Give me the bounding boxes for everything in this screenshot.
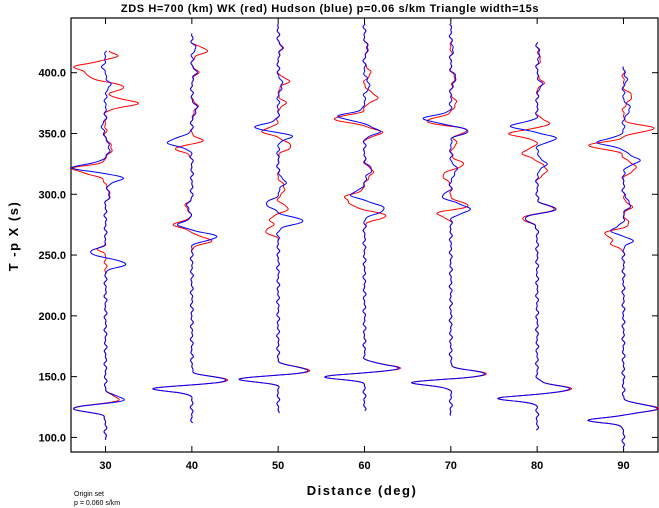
y-axis-label: T -p X (s) xyxy=(6,201,21,272)
footnote-origin: Origin set xyxy=(74,491,104,498)
y-tick-label: 200.0 xyxy=(38,311,66,323)
trace-wk-80 xyxy=(497,42,573,431)
x-tick-label: 30 xyxy=(99,460,111,472)
plot-area: 30 40 50 60 70 80 90 100.0 150.0 200.0 250.0 300.0… xyxy=(38,17,659,472)
x-tick-label: 60 xyxy=(358,460,370,472)
y-tick-label: 250.0 xyxy=(38,250,66,262)
footnote-slowness: p = 0.060 s/km xyxy=(74,500,120,507)
y-tick-label: 350.0 xyxy=(38,128,66,140)
x-tick-label: 70 xyxy=(445,460,457,472)
x-tick-label: 90 xyxy=(617,460,629,472)
y-tick-label: 400.0 xyxy=(38,68,66,80)
y-axis-ticks: 100.0 150.0 200.0 250.0 300.0 350.0 400.0 xyxy=(38,68,658,444)
trace-hudson-80 xyxy=(497,42,571,431)
trace-wk-70 xyxy=(411,23,487,416)
trace-hudson-70 xyxy=(411,23,486,416)
trace-wk-60 xyxy=(324,23,402,412)
trace-hudson-60 xyxy=(324,23,400,412)
x-tick-label: 80 xyxy=(531,460,543,472)
trace-wk-40 xyxy=(152,33,229,424)
trace-hudson-30 xyxy=(71,50,127,440)
x-tick-label: 40 xyxy=(186,460,198,472)
y-tick-label: 300.0 xyxy=(38,189,66,201)
trace-hudson-90 xyxy=(587,66,658,450)
x-axis-label: Distance (deg) xyxy=(307,483,418,498)
y-tick-label: 150.0 xyxy=(38,372,66,384)
trace-hudson-40 xyxy=(152,33,227,424)
x-axis-ticks: 30 40 50 60 70 80 90 xyxy=(99,18,630,472)
chart-title: ZDS H=700 (km) WK (red) Hudson (blue) p=… xyxy=(121,3,539,15)
y-tick-label: 100.0 xyxy=(38,432,66,444)
x-tick-label: 50 xyxy=(272,460,284,472)
trace-hudson-50 xyxy=(238,23,309,414)
trace-group xyxy=(71,23,659,450)
